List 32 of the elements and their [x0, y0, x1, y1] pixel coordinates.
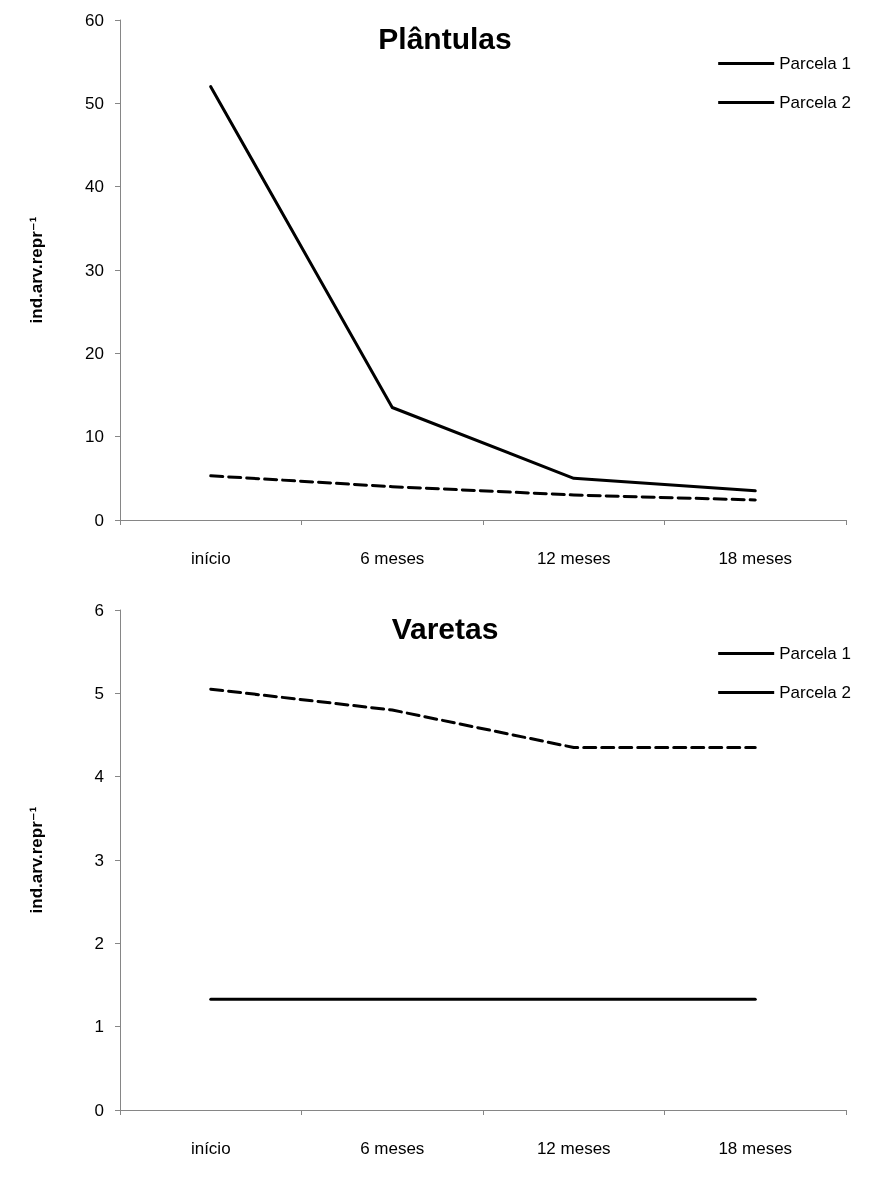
y-tick-label: 0	[94, 510, 104, 530]
y-tick-label: 20	[85, 343, 104, 363]
y-axis-title: ind.arv.repr⁻¹	[27, 806, 46, 914]
legend-label: Parcela 1	[779, 644, 852, 663]
x-tick-label: 6 meses	[360, 1139, 425, 1158]
y-tick-label: 2	[94, 933, 104, 953]
x-tick-label: 12 meses	[536, 1139, 611, 1158]
line-series	[209, 85, 757, 493]
y-tick-label: 40	[85, 177, 104, 197]
x-tick-label: 6 meses	[360, 549, 425, 568]
y-tick-label: 4	[94, 767, 104, 787]
y-axis-title: ind.arv.repr⁻¹	[27, 216, 46, 324]
y-tick-label: 50	[85, 93, 104, 113]
y-tick-label: 30	[85, 260, 104, 280]
x-tick-label: 12 meses	[536, 549, 611, 568]
y-tick-label: 1	[94, 1017, 104, 1037]
y-tick-label: 5	[94, 683, 104, 703]
chart-title: Plântulas	[378, 21, 512, 55]
legend-label: Parcela 1	[779, 54, 852, 73]
x-tick-label: início	[190, 549, 231, 568]
legend-label: Parcela 2	[779, 93, 852, 112]
y-tick-label: 10	[85, 427, 104, 447]
line-series	[209, 474, 757, 502]
x-tick-label: 18 meses	[718, 549, 793, 568]
y-tick-label: 60	[85, 10, 104, 30]
y-tick-label: 0	[94, 1100, 104, 1120]
y-tick-label: 6	[94, 600, 104, 620]
y-tick-label: 3	[94, 850, 104, 870]
chart-title: Varetas	[391, 611, 499, 645]
x-tick-label: início	[190, 1139, 231, 1158]
x-tick-label: 18 meses	[718, 1139, 793, 1158]
legend-label: Parcela 2	[779, 683, 852, 702]
